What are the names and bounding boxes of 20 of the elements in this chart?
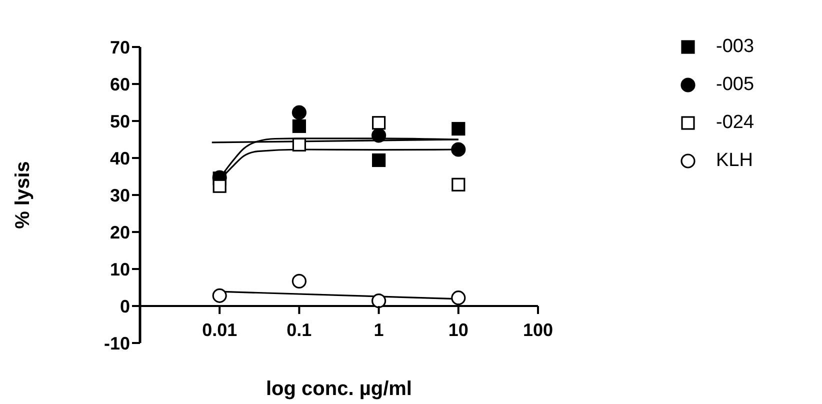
y-tick-label: 30 [110, 185, 130, 206]
y-tick-label: -10 [104, 333, 130, 354]
legend-label: KLH [716, 150, 753, 172]
y-tick-label: 20 [110, 222, 130, 242]
y-tick-label: 0 [120, 296, 130, 316]
legend-label: -003 [716, 36, 754, 58]
y-tick-label: 70 [110, 37, 130, 58]
y-tick-label: 10 [110, 259, 130, 280]
y-tick-label: 40 [110, 148, 130, 168]
x-tick-label: 100 [522, 320, 554, 340]
y-axis-title: % lysis [12, 161, 34, 229]
x-tick-label: 10 [448, 320, 468, 340]
y-tick-label: 60 [110, 74, 130, 94]
legend-label: -024 [716, 112, 754, 134]
legend-label: -005 [716, 74, 754, 96]
y-tick-label: 50 [110, 111, 130, 132]
x-axis-title: log conc. µg/ml [266, 378, 412, 400]
x-tick-label: 1 [374, 320, 384, 340]
x-tick-label: 0.01 [202, 320, 238, 340]
x-tick-label: 0.1 [286, 320, 312, 340]
